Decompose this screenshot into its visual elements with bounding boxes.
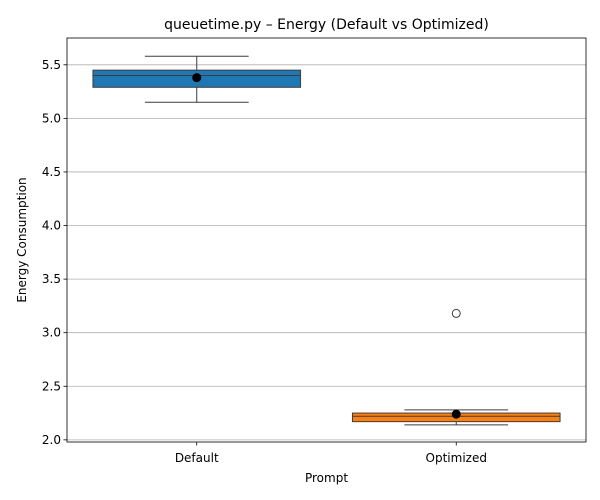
x-tick-label: Default — [175, 451, 219, 465]
axes: 2.0 2.5 3.0 3.5 4.0 4.5 5.0 5.5 Default Optimized — [42, 58, 487, 465]
mean-marker — [451, 409, 461, 419]
plot-frame — [66, 37, 587, 443]
y-tick-label: 5.0 — [42, 111, 61, 125]
mean-marker — [192, 73, 202, 83]
outlier-point — [451, 308, 461, 318]
y-axis-label: Energy Consumption — [15, 177, 29, 302]
y-tick-label: 2.0 — [42, 433, 61, 447]
y-tick-label: 2.5 — [42, 379, 61, 393]
boxes — [92, 55, 561, 426]
y-tick-label: 3.5 — [42, 272, 61, 286]
x-axis-label: Prompt — [305, 471, 348, 485]
y-tick-label: 4.0 — [42, 219, 61, 233]
gridlines — [67, 64, 586, 441]
chart-title: queuetime.py – Energy (Default vs Optimi… — [164, 17, 489, 33]
y-tick-label: 3.0 — [42, 326, 61, 340]
x-tick-label: Optimized — [426, 451, 487, 465]
y-tick-label: 4.5 — [42, 165, 61, 179]
y-tick-label: 5.5 — [42, 58, 61, 72]
